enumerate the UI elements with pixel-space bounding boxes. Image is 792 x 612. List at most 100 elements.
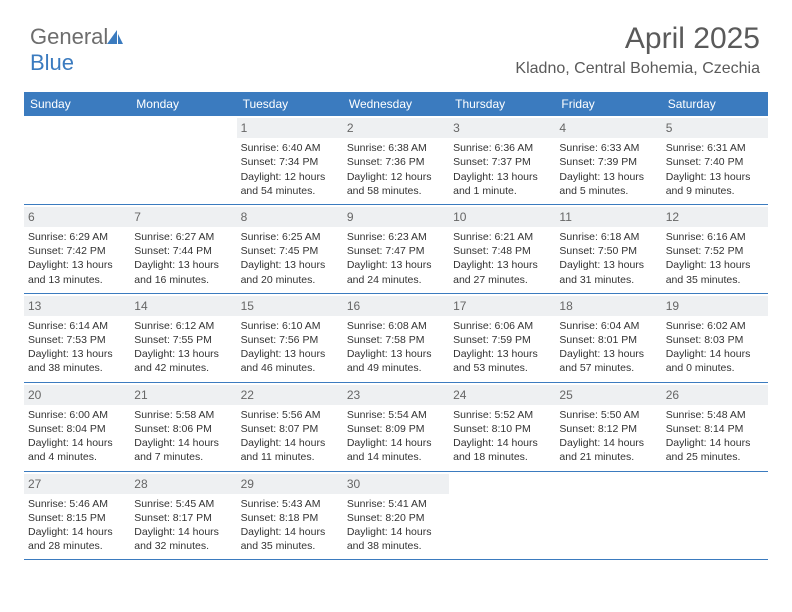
sunrise-text: Sunrise: 5:50 AM bbox=[559, 408, 657, 422]
daylight-text: Daylight: 12 hours and 54 minutes. bbox=[241, 170, 339, 198]
daylight-text: Daylight: 14 hours and 14 minutes. bbox=[347, 436, 445, 464]
calendar-day: 1Sunrise: 6:40 AMSunset: 7:34 PMDaylight… bbox=[237, 116, 343, 204]
sunset-text: Sunset: 7:56 PM bbox=[241, 333, 339, 347]
calendar-day: 23 Sunrise: 5:54 AMSunset: 8:09 PMDayligh… bbox=[343, 383, 449, 471]
sunrise-text: Sunrise: 6:06 AM bbox=[453, 319, 551, 333]
day-number: 16 bbox=[343, 296, 449, 316]
sunset-text: Sunset: 7:55 PM bbox=[134, 333, 232, 347]
sunset-text: Sunset: 8:01 PM bbox=[559, 333, 657, 347]
day-number: 26 bbox=[662, 385, 768, 405]
sunrise-text: Sunrise: 6:29 AM bbox=[28, 230, 126, 244]
sunrise-text: Sunrise: 6:12 AM bbox=[134, 319, 232, 333]
sunrise-text: Sunrise: 5:45 AM bbox=[134, 497, 232, 511]
day-number: 7 bbox=[130, 207, 236, 227]
daylight-text: Daylight: 14 hours and 35 minutes. bbox=[241, 525, 339, 553]
weekday-header: Friday bbox=[555, 92, 661, 116]
daylight-text: Daylight: 13 hours and 27 minutes. bbox=[453, 258, 551, 286]
sunset-text: Sunset: 7:39 PM bbox=[559, 155, 657, 169]
calendar-day bbox=[449, 472, 555, 560]
daylight-text: Daylight: 13 hours and 49 minutes. bbox=[347, 347, 445, 375]
day-number: 18 bbox=[555, 296, 661, 316]
sunset-text: Sunset: 8:09 PM bbox=[347, 422, 445, 436]
sunrise-text: Sunrise: 6:10 AM bbox=[241, 319, 339, 333]
day-number: 14 bbox=[130, 296, 236, 316]
sunset-text: Sunset: 8:17 PM bbox=[134, 511, 232, 525]
calendar-day bbox=[130, 116, 236, 204]
day-number: 22 bbox=[237, 385, 343, 405]
daylight-text: Daylight: 13 hours and 35 minutes. bbox=[666, 258, 764, 286]
brand-word2: Blue bbox=[30, 50, 74, 75]
calendar-day: 16Sunrise: 6:08 AMSunset: 7:58 PMDayligh… bbox=[343, 294, 449, 382]
sunset-text: Sunset: 8:12 PM bbox=[559, 422, 657, 436]
sunset-text: Sunset: 8:18 PM bbox=[241, 511, 339, 525]
calendar-week: 13Sunrise: 6:14 AMSunset: 7:53 PMDayligh… bbox=[24, 294, 768, 383]
weekday-header: Saturday bbox=[662, 92, 768, 116]
daylight-text: Daylight: 13 hours and 1 minute. bbox=[453, 170, 551, 198]
day-number bbox=[130, 118, 236, 138]
calendar-day: 6Sunrise: 6:29 AMSunset: 7:42 PMDaylight… bbox=[24, 205, 130, 293]
day-number: 23 bbox=[343, 385, 449, 405]
sunset-text: Sunset: 7:48 PM bbox=[453, 244, 551, 258]
calendar-week: 27 Sunrise: 5:46 AMSunset: 8:15 PM Dayligh… bbox=[24, 472, 768, 561]
sunrise-text: Sunrise: 6:38 AM bbox=[347, 141, 445, 155]
sunset-text: Sunset: 7:45 PM bbox=[241, 244, 339, 258]
daylight-text: Daylight: 14 hours and 38 minutes. bbox=[347, 525, 445, 553]
calendar-day: 7Sunrise: 6:27 AMSunset: 7:44 PMDaylight… bbox=[130, 205, 236, 293]
daylight-text: Daylight: 14 hours and 4 minutes. bbox=[28, 436, 126, 464]
day-number: 24 bbox=[449, 385, 555, 405]
day-number: 2 bbox=[343, 118, 449, 138]
brand-logo: General Blue bbox=[30, 24, 125, 76]
sunrise-text: Sunrise: 5:41 AM bbox=[347, 497, 445, 511]
sunrise-text: Sunrise: 6:18 AM bbox=[559, 230, 657, 244]
calendar-day: 26Sunrise: 5:48 AMSunset: 8:14 PMDayligh… bbox=[662, 383, 768, 471]
sunrise-text: Sunrise: 6:31 AM bbox=[666, 141, 764, 155]
day-number: 27 bbox=[24, 474, 130, 494]
sunrise-text: Sunrise: 5:54 AM bbox=[347, 408, 445, 422]
sunset-text: Sunset: 8:07 PM bbox=[241, 422, 339, 436]
day-number: 10 bbox=[449, 207, 555, 227]
calendar-day: 25Sunrise: 5:50 AMSunset: 8:12 PMDayligh… bbox=[555, 383, 661, 471]
daylight-text: Daylight: 13 hours and 57 minutes. bbox=[559, 347, 657, 375]
sunrise-text: Sunrise: 6:04 AM bbox=[559, 319, 657, 333]
day-number: 15 bbox=[237, 296, 343, 316]
calendar-day: 3Sunrise: 6:36 AMSunset: 7:37 PMDaylight… bbox=[449, 116, 555, 204]
sunset-text: Sunset: 7:52 PM bbox=[666, 244, 764, 258]
page-title: April 2025 bbox=[625, 22, 760, 56]
sunset-text: Sunset: 7:44 PM bbox=[134, 244, 232, 258]
sunrise-text: Sunrise: 6:16 AM bbox=[666, 230, 764, 244]
day-number: 21 bbox=[130, 385, 236, 405]
sunset-text: Sunset: 7:47 PM bbox=[347, 244, 445, 258]
daylight-text: Daylight: 14 hours and 7 minutes. bbox=[134, 436, 232, 464]
sunset-text: Sunset: 7:42 PM bbox=[28, 244, 126, 258]
sunrise-text: Sunrise: 6:00 AM bbox=[28, 408, 126, 422]
day-number: 17 bbox=[449, 296, 555, 316]
daylight-text: Daylight: 13 hours and 46 minutes. bbox=[241, 347, 339, 375]
day-number: 20 bbox=[24, 385, 130, 405]
daylight-text: Daylight: 14 hours and 32 minutes. bbox=[134, 525, 232, 553]
sunrise-text: Sunrise: 6:33 AM bbox=[559, 141, 657, 155]
calendar-week: 1Sunrise: 6:40 AMSunset: 7:34 PMDaylight… bbox=[24, 116, 768, 205]
sunset-text: Sunset: 8:15 PM bbox=[28, 511, 126, 525]
daylight-text: Daylight: 14 hours and 21 minutes. bbox=[559, 436, 657, 464]
sunset-text: Sunset: 7:40 PM bbox=[666, 155, 764, 169]
day-number: 4 bbox=[555, 118, 661, 138]
sunrise-text: Sunrise: 5:56 AM bbox=[241, 408, 339, 422]
day-number: 8 bbox=[237, 207, 343, 227]
sunset-text: Sunset: 8:04 PM bbox=[28, 422, 126, 436]
location-label: Kladno, Central Bohemia, Czechia bbox=[515, 60, 760, 78]
sunset-text: Sunset: 7:50 PM bbox=[559, 244, 657, 258]
sunrise-text: Sunrise: 6:14 AM bbox=[28, 319, 126, 333]
sunrise-text: Sunrise: 6:25 AM bbox=[241, 230, 339, 244]
calendar-day: 29Sunrise: 5:43 AMSunset: 8:18 PMDayligh… bbox=[237, 472, 343, 560]
sunrise-text: Sunrise: 5:46 AM bbox=[28, 497, 126, 511]
calendar-day bbox=[555, 472, 661, 560]
calendar-day: 20 Sunrise: 6:00 AMSunset: 8:04 PMDayligh… bbox=[24, 383, 130, 471]
sunrise-text: Sunrise: 6:21 AM bbox=[453, 230, 551, 244]
calendar-grid: Sunday Monday Tuesday Wednesday Thursday… bbox=[24, 92, 768, 560]
daylight-text: Daylight: 13 hours and 16 minutes. bbox=[134, 258, 232, 286]
day-number: 9 bbox=[343, 207, 449, 227]
day-number: 13 bbox=[24, 296, 130, 316]
calendar-week: 20Sunrise: 6:00 AMSunset: 8:04 PMDayligh… bbox=[24, 383, 768, 472]
calendar-day: 17Sunrise: 6:06 AMSunset: 7:59 PMDayligh… bbox=[449, 294, 555, 382]
day-number: 6 bbox=[24, 207, 130, 227]
